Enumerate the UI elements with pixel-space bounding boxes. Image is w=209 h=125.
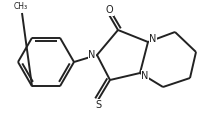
Text: O: O — [105, 5, 113, 15]
Text: N: N — [149, 34, 157, 44]
Text: N: N — [88, 50, 96, 60]
Text: N: N — [141, 71, 149, 81]
Text: S: S — [95, 100, 101, 110]
Text: CH₃: CH₃ — [14, 2, 28, 11]
